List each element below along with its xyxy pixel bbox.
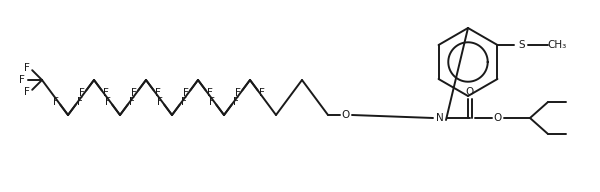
Text: F: F	[183, 88, 189, 98]
Text: F: F	[235, 88, 241, 98]
Text: F: F	[103, 88, 109, 98]
Text: F: F	[233, 97, 239, 107]
Text: F: F	[53, 97, 59, 107]
Text: F: F	[105, 97, 111, 107]
Text: F: F	[19, 75, 25, 85]
Text: F: F	[259, 88, 265, 98]
Text: F: F	[155, 88, 161, 98]
Text: F: F	[24, 87, 30, 97]
Text: CH₃: CH₃	[548, 40, 567, 50]
Text: F: F	[79, 88, 85, 98]
Text: O: O	[342, 110, 350, 120]
Text: F: F	[157, 97, 163, 107]
Text: O: O	[494, 113, 502, 123]
Text: F: F	[181, 97, 187, 107]
Text: F: F	[209, 97, 215, 107]
Text: F: F	[77, 97, 83, 107]
Text: F: F	[24, 63, 30, 73]
Text: O: O	[466, 87, 474, 97]
Text: N: N	[436, 113, 444, 123]
Text: F: F	[129, 97, 135, 107]
Text: F: F	[131, 88, 137, 98]
Text: S: S	[518, 40, 525, 50]
Text: F: F	[207, 88, 213, 98]
